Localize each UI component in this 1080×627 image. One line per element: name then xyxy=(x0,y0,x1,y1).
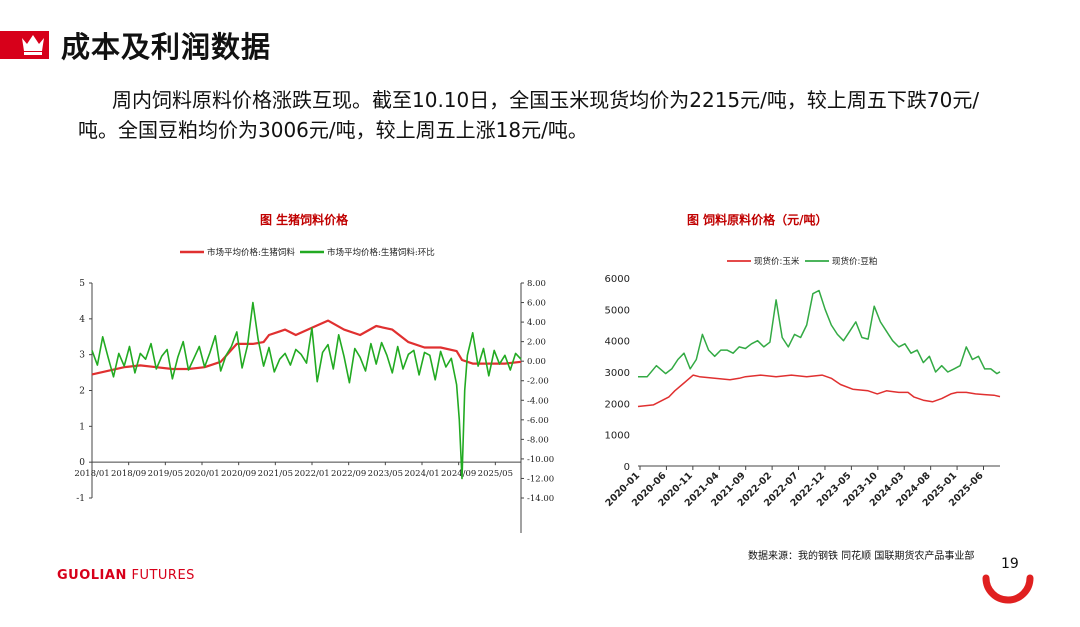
left-tick-label: -1 xyxy=(76,494,85,504)
y-tick-label: 4000 xyxy=(605,337,630,348)
x-tick-label: 2024/09 xyxy=(441,469,476,479)
data-source: 数据来源：我的钢铁 同花顺 国联期货农产品事业部 xyxy=(748,551,975,562)
right-tick-label: -14.00 xyxy=(527,494,554,504)
chart-title-feed: 图 生猪饲料价格 xyxy=(260,213,349,227)
legend-label: 市场平均价格:生猪饲料:环比 xyxy=(327,247,435,258)
y-tick-label: 2000 xyxy=(605,399,630,410)
x-tick-label: 2023/05 xyxy=(368,469,403,479)
y-tick-label: 6000 xyxy=(605,274,630,285)
crown-icon xyxy=(22,35,44,55)
series-line-soymeal xyxy=(638,289,1001,378)
x-tick-label: 2021/05 xyxy=(258,469,293,479)
x-tick-label: 2022/09 xyxy=(331,469,366,479)
x-tick-label: 2022/01 xyxy=(294,469,329,479)
x-tick-label: 2024/01 xyxy=(404,469,439,479)
right-tick-label: -10.00 xyxy=(527,455,554,465)
chart-title-raw-material: 图 饲料原料价格（元/吨） xyxy=(687,213,828,227)
y-tick-label: 3000 xyxy=(605,368,630,379)
x-tick-label: 2019/05 xyxy=(148,469,183,479)
legend-label: 现货价:豆粕 xyxy=(832,256,877,267)
left-tick-label: 4 xyxy=(79,315,85,325)
right-tick-label: -4.00 xyxy=(527,396,549,406)
brand-rest: FUTURES xyxy=(126,568,195,583)
left-tick-label: 0 xyxy=(79,458,85,468)
series-line-feed-mom xyxy=(91,301,522,480)
right-tick-label: 0.00 xyxy=(527,357,546,367)
right-tick-label: 6.00 xyxy=(527,299,546,309)
x-tick-label: 2025/05 xyxy=(478,469,513,479)
page-number-ring-icon xyxy=(982,574,1034,604)
hog-feed-price-chart: 市场平均价格:生猪饲料 市场平均价格:生猪饲料:环比 5 4 3 2 1 0 -1 8.00 6.0… xyxy=(74,247,554,533)
raw-material-price-chart: 现货价:玉米 现货价:豆粕6000500040003000200010000202… xyxy=(604,256,1001,509)
x-tick-label: 2020/01 xyxy=(184,469,219,479)
right-tick-label: -8.00 xyxy=(527,435,549,445)
x-tick-label: 2018/09 xyxy=(111,469,146,479)
right-tick-label: -2.00 xyxy=(527,377,549,387)
legend-label: 市场平均价格:生猪饲料 xyxy=(207,247,295,258)
series-line-feed-price xyxy=(91,319,522,376)
page-number: 19 xyxy=(1001,556,1019,572)
summary-text: 周内饲料原料价格涨跌互现。截至10.10日，全国玉米现货均价为2215元/吨，较… xyxy=(78,88,980,142)
left-tick-label: 5 xyxy=(79,279,85,289)
left-tick-label: 1 xyxy=(79,422,85,432)
brand-logo: GUOLIAN FUTURES xyxy=(57,568,195,583)
right-tick-label: 8.00 xyxy=(527,279,546,289)
right-tick-label: 2.00 xyxy=(527,338,546,348)
x-tick-label: 2020/09 xyxy=(221,469,256,479)
left-tick-label: 3 xyxy=(79,351,85,361)
y-tick-label: 5000 xyxy=(605,305,630,316)
x-tick-label: 2018/01 xyxy=(74,469,109,479)
left-tick-label: 2 xyxy=(79,387,85,397)
right-tick-label: 4.00 xyxy=(527,318,546,328)
brand-bold: GUOLIAN xyxy=(57,568,127,583)
page-title: 成本及利润数据 xyxy=(61,30,272,64)
y-tick-label: 1000 xyxy=(605,431,630,442)
y-tick-label: 0 xyxy=(624,462,630,473)
series-line-corn xyxy=(637,374,1001,408)
legend-label: 现货价:玉米 xyxy=(754,256,800,267)
right-tick-label: -6.00 xyxy=(527,416,549,426)
right-tick-label: -12.00 xyxy=(527,474,554,484)
